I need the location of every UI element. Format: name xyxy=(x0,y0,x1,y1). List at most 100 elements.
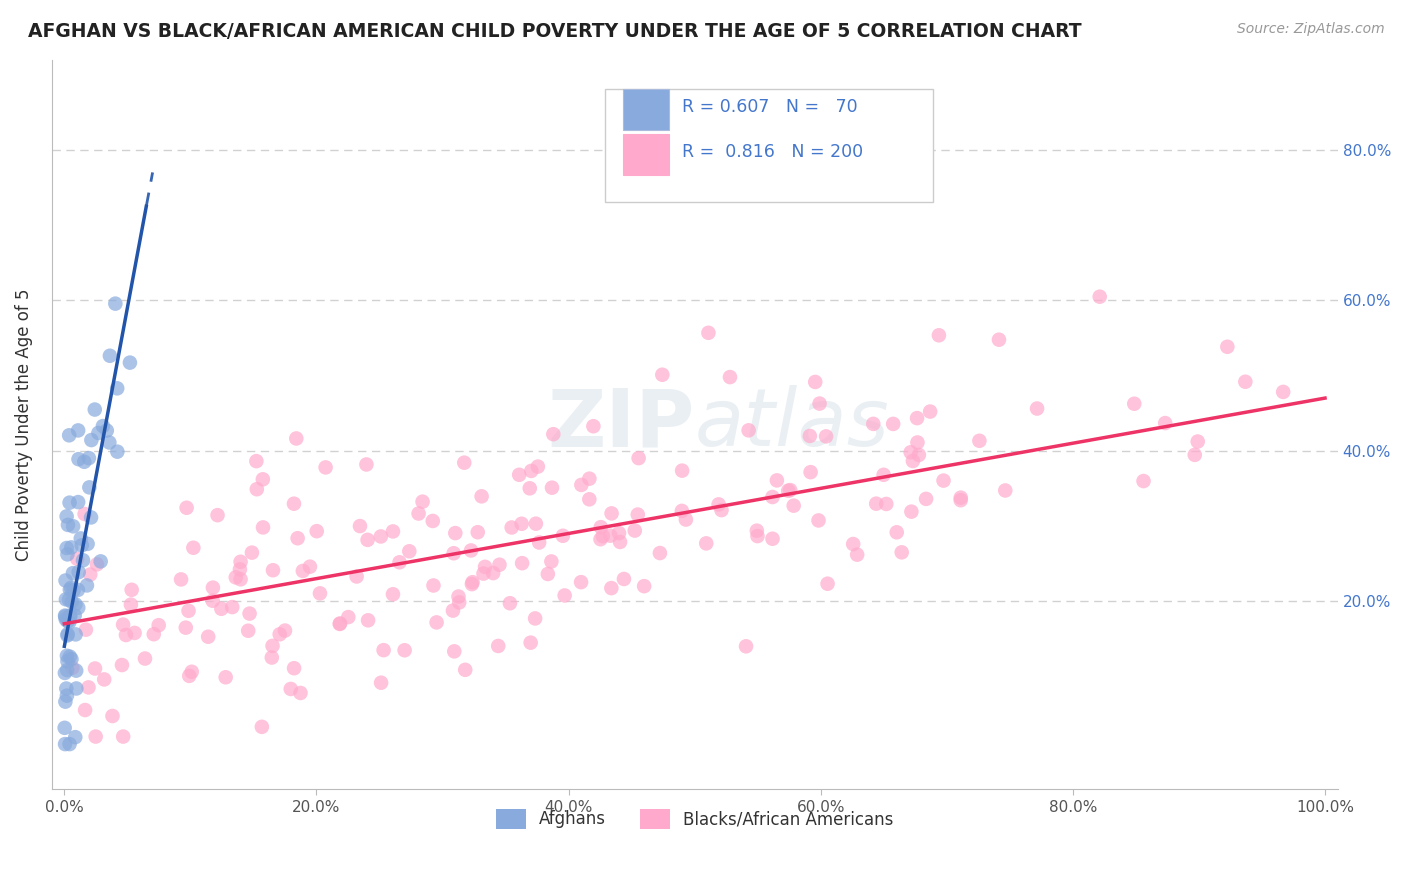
Point xyxy=(346,569,368,583)
Point xyxy=(1088,290,1111,304)
Point xyxy=(96,424,118,438)
Point xyxy=(569,575,592,590)
Point xyxy=(134,651,156,665)
Point xyxy=(778,483,800,498)
Point xyxy=(262,563,284,577)
Point xyxy=(75,703,97,717)
Point xyxy=(290,686,312,700)
Point xyxy=(305,524,328,538)
Point xyxy=(761,490,783,504)
Text: atlas: atlas xyxy=(695,385,890,464)
Point xyxy=(209,601,232,615)
Point xyxy=(356,533,378,547)
Point xyxy=(454,663,477,677)
Point xyxy=(58,496,80,510)
Point xyxy=(101,709,124,723)
Point xyxy=(87,425,110,440)
Point xyxy=(285,432,308,446)
Point xyxy=(633,579,655,593)
Point xyxy=(67,452,90,467)
Point xyxy=(599,529,621,543)
Point xyxy=(928,328,950,343)
Point xyxy=(524,611,547,625)
Point xyxy=(80,433,103,447)
Point xyxy=(408,507,430,521)
Point xyxy=(63,608,86,623)
Point xyxy=(72,553,94,567)
Point xyxy=(329,616,352,631)
Point xyxy=(60,661,83,675)
Point xyxy=(804,375,827,389)
Point xyxy=(994,483,1017,498)
Point xyxy=(65,681,87,696)
Point xyxy=(79,480,101,494)
Point xyxy=(53,608,76,623)
Point xyxy=(766,474,789,488)
Point xyxy=(65,664,87,678)
Point xyxy=(735,640,758,654)
Point xyxy=(905,411,928,425)
Point xyxy=(461,575,484,590)
Point xyxy=(67,495,90,509)
Point xyxy=(842,537,865,551)
Point xyxy=(60,595,83,609)
Point xyxy=(1154,416,1177,430)
Point xyxy=(111,658,134,673)
Point xyxy=(124,626,146,640)
Point xyxy=(569,478,592,492)
Text: R = 0.607   N =   70: R = 0.607 N = 70 xyxy=(682,98,858,116)
Point xyxy=(613,572,636,586)
Point xyxy=(77,681,100,695)
Point xyxy=(66,551,89,566)
Point xyxy=(817,576,839,591)
Point xyxy=(269,627,291,641)
Point xyxy=(62,519,84,533)
Point xyxy=(59,582,82,597)
Point xyxy=(239,607,262,621)
Point xyxy=(623,524,645,538)
Point xyxy=(201,581,224,595)
Point xyxy=(53,721,76,735)
Point xyxy=(280,681,302,696)
Point xyxy=(84,730,107,744)
Point xyxy=(488,558,510,572)
Point xyxy=(908,448,931,462)
Point xyxy=(988,333,1011,347)
FancyBboxPatch shape xyxy=(623,134,669,175)
Point xyxy=(422,578,444,592)
Point xyxy=(920,404,942,418)
Point xyxy=(627,508,650,522)
Point xyxy=(252,520,274,534)
Point xyxy=(60,541,83,555)
Point xyxy=(58,592,80,607)
Point xyxy=(93,673,115,687)
Point xyxy=(55,574,77,588)
Point xyxy=(56,547,79,561)
Point xyxy=(600,507,623,521)
Point xyxy=(578,472,600,486)
Point xyxy=(62,566,84,581)
Point xyxy=(56,627,79,641)
Point xyxy=(73,455,96,469)
Point xyxy=(115,628,138,642)
Point xyxy=(174,621,197,635)
Point xyxy=(969,434,991,448)
Point xyxy=(443,546,465,560)
Point xyxy=(807,513,830,527)
Point xyxy=(148,618,170,632)
Point xyxy=(298,559,321,574)
Point xyxy=(541,481,564,495)
Point xyxy=(467,525,489,540)
Point xyxy=(77,451,100,466)
Point xyxy=(225,570,247,584)
Point xyxy=(287,531,309,545)
Point xyxy=(737,423,759,437)
Point xyxy=(60,652,83,666)
Point xyxy=(815,429,838,443)
Text: Source: ZipAtlas.com: Source: ZipAtlas.com xyxy=(1237,22,1385,37)
Text: R =  0.816   N = 200: R = 0.816 N = 200 xyxy=(682,144,863,161)
Point xyxy=(274,624,297,638)
Point xyxy=(607,526,630,541)
Point xyxy=(846,548,869,562)
Point xyxy=(426,615,449,630)
